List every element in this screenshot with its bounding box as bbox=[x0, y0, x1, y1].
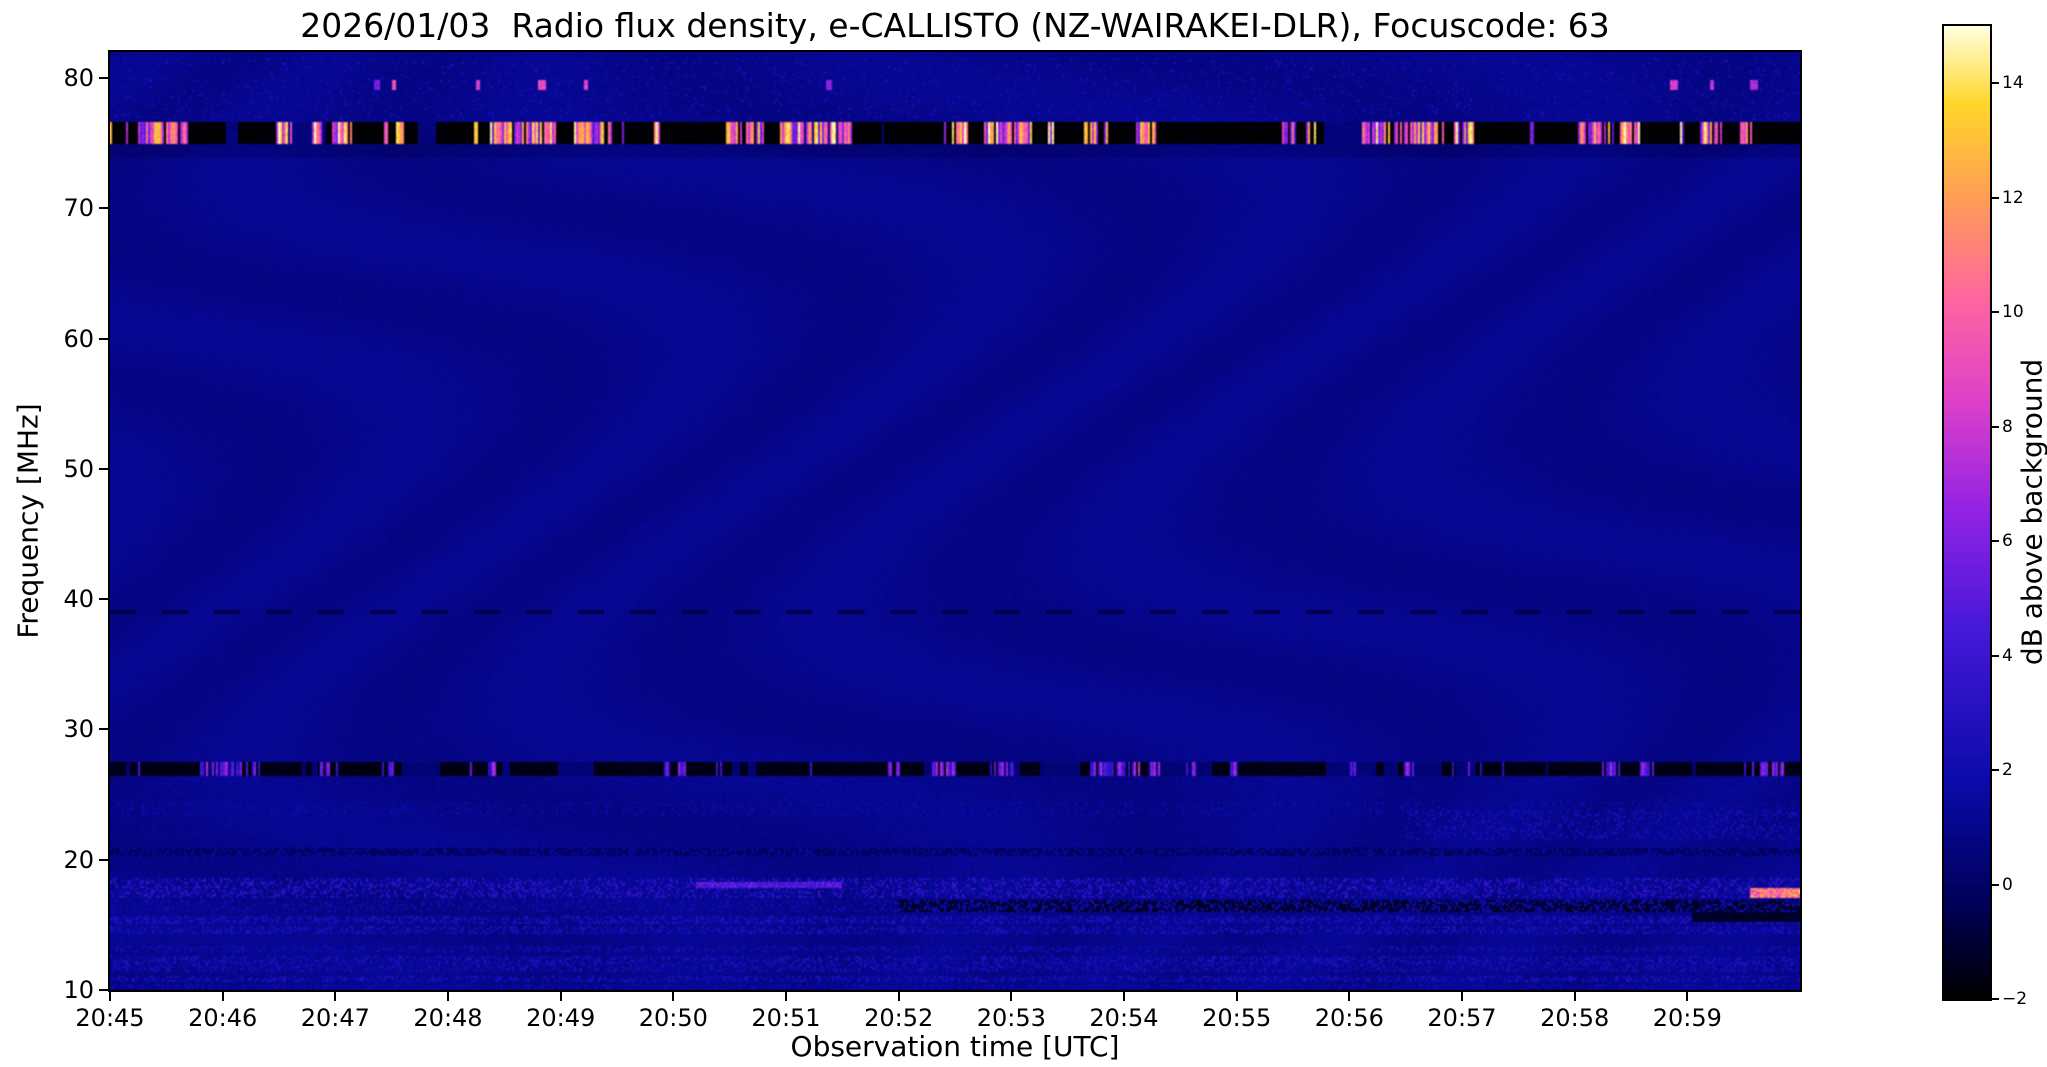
x-tick-mark bbox=[672, 992, 675, 1001]
colorbar-tick-label: 12 bbox=[2002, 187, 2024, 208]
y-tick-mark bbox=[99, 989, 108, 991]
x-tick-mark bbox=[785, 992, 787, 1001]
y-tick-mark bbox=[99, 337, 108, 340]
spectrogram-canvas bbox=[110, 52, 1800, 990]
colorbar-tick-mark bbox=[1992, 769, 1999, 772]
y-tick-mark bbox=[99, 598, 108, 601]
y-tick-label: 50 bbox=[63, 454, 94, 483]
x-tick-mark bbox=[447, 992, 449, 1001]
colorbar-tick-label: 0 bbox=[2002, 874, 2013, 895]
colorbar-label: dB above background bbox=[2015, 358, 2047, 666]
y-tick-label: 70 bbox=[63, 194, 94, 223]
x-tick-label: 20:48 bbox=[413, 1004, 483, 1032]
y-tick-label: 20 bbox=[63, 845, 94, 874]
x-tick-label: 20:56 bbox=[1314, 1004, 1384, 1032]
colorbar-tick-label: 4 bbox=[2002, 645, 2013, 666]
y-tick-mark bbox=[99, 467, 108, 470]
x-tick-mark bbox=[1573, 992, 1576, 1001]
x-tick-label: 20:54 bbox=[1089, 1004, 1159, 1032]
colorbar-tick-mark bbox=[1992, 311, 1999, 314]
colorbar-tick-label: 10 bbox=[2002, 302, 2024, 323]
colorbar-tick-mark bbox=[1992, 196, 1999, 199]
x-tick-label: 20:52 bbox=[864, 1004, 934, 1032]
colorbar-tick-mark bbox=[1992, 654, 1999, 657]
colorbar-tick-label: 2 bbox=[2002, 760, 2013, 781]
y-tick-label: 10 bbox=[63, 976, 94, 1004]
x-tick-label: 20:55 bbox=[1202, 1004, 1272, 1032]
x-tick-label: 20:57 bbox=[1427, 1004, 1497, 1032]
y-tick-mark bbox=[99, 207, 108, 210]
colorbar-tick-label: 14 bbox=[2002, 73, 2024, 94]
x-tick-mark bbox=[1123, 992, 1125, 1001]
y-tick-mark bbox=[99, 858, 108, 861]
x-tick-label: 20:47 bbox=[300, 1004, 370, 1032]
x-axis-label: Observation time [UTC] bbox=[790, 1030, 1120, 1063]
colorbar-tick-mark bbox=[1992, 540, 1999, 543]
x-tick-mark bbox=[109, 992, 111, 1001]
y-tick-label: 40 bbox=[63, 585, 94, 614]
x-tick-label: 20:50 bbox=[638, 1004, 708, 1032]
plot-area bbox=[108, 50, 1802, 992]
x-tick-mark bbox=[559, 992, 562, 1001]
chart-title: 2026/01/03 Radio flux density, e-CALLIST… bbox=[300, 6, 1610, 45]
x-tick-mark bbox=[1686, 992, 1689, 1001]
x-tick-label: 20:51 bbox=[751, 1004, 821, 1032]
y-tick-mark bbox=[99, 728, 108, 731]
y-tick-mark bbox=[99, 77, 108, 80]
x-tick-label: 20:58 bbox=[1540, 1004, 1610, 1032]
y-tick-label: 60 bbox=[63, 324, 94, 353]
colorbar-canvas bbox=[1944, 26, 1990, 999]
x-tick-label: 20:59 bbox=[1652, 1004, 1722, 1032]
x-tick-mark bbox=[1348, 992, 1351, 1001]
x-tick-mark bbox=[1461, 992, 1463, 1001]
x-tick-label: 20:45 bbox=[75, 1004, 145, 1032]
x-tick-mark bbox=[897, 992, 900, 1001]
colorbar-tick-label: 8 bbox=[2002, 416, 2013, 437]
x-tick-label: 20:53 bbox=[976, 1004, 1046, 1032]
y-tick-label: 80 bbox=[63, 64, 94, 93]
colorbar-tick-label: 6 bbox=[2002, 531, 2013, 552]
x-tick-label: 20:46 bbox=[188, 1004, 258, 1032]
x-tick-mark bbox=[221, 992, 224, 1001]
colorbar-tick-mark bbox=[1992, 883, 1999, 886]
colorbar-tick-mark bbox=[1992, 998, 1999, 1000]
colorbar-tick-mark bbox=[1992, 82, 1999, 85]
x-tick-mark bbox=[1235, 992, 1238, 1001]
x-tick-mark bbox=[1010, 992, 1013, 1001]
colorbar-tick-label: −2 bbox=[2002, 989, 2028, 1009]
colorbar-tick-mark bbox=[1992, 425, 1999, 428]
y-tick-label: 30 bbox=[63, 715, 94, 744]
x-tick-label: 20:49 bbox=[526, 1004, 596, 1032]
x-tick-mark bbox=[334, 992, 337, 1001]
colorbar bbox=[1942, 24, 1992, 1001]
